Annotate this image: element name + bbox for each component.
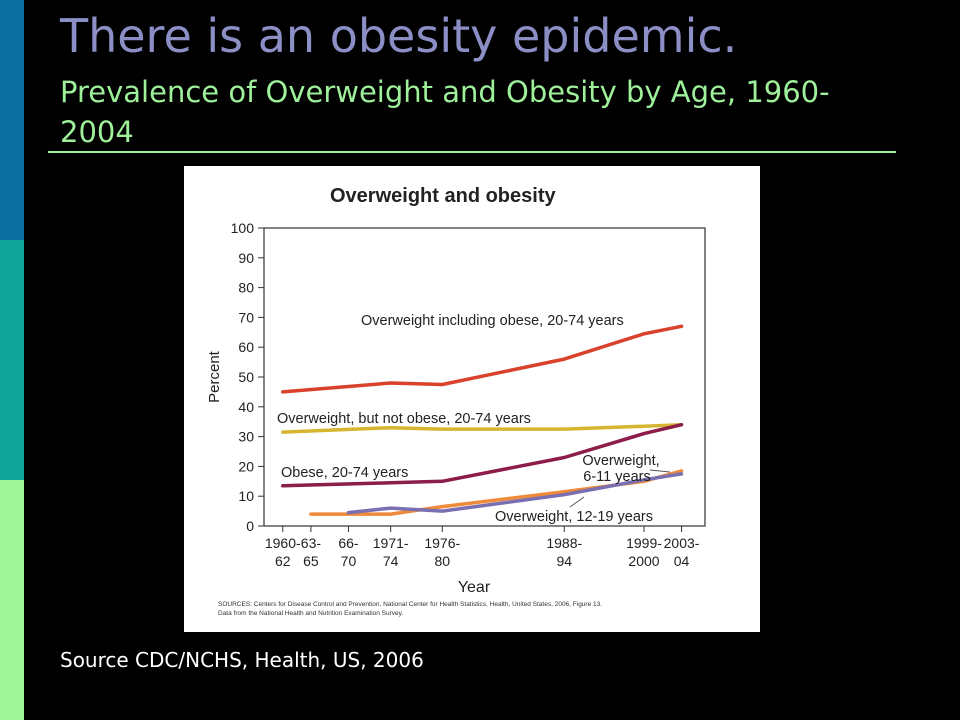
x-tick-label: 1988-	[546, 535, 582, 551]
x-tick-label: 2003-	[664, 535, 700, 551]
x-tick-label: 1960-	[265, 535, 301, 551]
series-annotation-2: Overweight, but not obese, 20-74 years	[277, 411, 531, 427]
title-underline	[48, 151, 896, 153]
x-tick-label: 74	[383, 553, 399, 569]
y-axis-label: Percent	[206, 350, 223, 403]
series-annotation-4-line-2: 6-11 years	[583, 469, 650, 485]
x-tick-label: 1971-	[373, 535, 409, 551]
series-annotation-5: Overweight, 12-19 years	[495, 509, 653, 525]
x-axis-label: Year	[458, 579, 491, 596]
y-tick-label: 40	[238, 399, 254, 415]
x-tick-label: 62	[275, 553, 291, 569]
x-tick-label: 04	[674, 553, 690, 569]
accent-bar-top	[0, 0, 24, 240]
accent-bar-middle	[0, 240, 24, 480]
y-tick-label: 20	[238, 458, 254, 474]
sources-note-line-2: Data from the National Health and Nutrit…	[218, 610, 403, 617]
y-tick-label: 10	[238, 488, 254, 504]
x-tick-label: 2000	[628, 553, 659, 569]
series-annotation-3: Obese, 20-74 years	[281, 465, 408, 481]
chart-panel: Overweight and obesity Percent Year 0 10 2…	[184, 166, 760, 632]
source-citation: Source CDC/NCHS, Health, US, 2006	[60, 648, 424, 672]
x-tick-label: 66-	[338, 535, 359, 551]
y-tick-label: 0	[246, 518, 254, 534]
y-tick-label: 60	[238, 339, 254, 355]
x-tick-label: 1999-	[626, 535, 662, 551]
annotation-leader	[569, 496, 585, 508]
x-tick-label: 65	[303, 553, 319, 569]
x-tick-label: 80	[434, 553, 450, 569]
x-tick-label: 94	[556, 553, 572, 569]
y-tick-label: 80	[238, 280, 254, 296]
series-line-3	[281, 422, 684, 488]
y-tick-label: 90	[238, 250, 254, 266]
accent-bar-bottom	[0, 480, 24, 720]
y-tick-label: 70	[238, 309, 254, 325]
series-line-5	[346, 472, 684, 515]
x-tick-label: 63-	[301, 535, 322, 551]
series-line-1	[281, 324, 684, 394]
annotation-leader	[649, 469, 671, 473]
x-tick-label: 70	[341, 553, 357, 569]
series-line-2	[281, 422, 684, 434]
slide-subtitle: Prevalence of Overweight and Obesity by …	[60, 75, 830, 149]
y-tick-label: 100	[231, 220, 255, 236]
y-tick-label: 50	[238, 369, 254, 385]
line-chart: Overweight and obesity Percent Year 0 10 2…	[206, 185, 706, 617]
sources-note-line-1: SOURCES: Centers for Disease Control and…	[218, 601, 602, 608]
y-tick-label: 30	[238, 429, 254, 445]
series-annotation-1: Overweight including obese, 20-74 years	[361, 313, 624, 329]
x-tick-label: 1976-	[424, 535, 460, 551]
slide-title: There is an obesity epidemic.	[60, 9, 738, 63]
series-annotation-4: Overweight,	[582, 453, 659, 469]
chart-title: Overweight and obesity	[330, 185, 556, 207]
